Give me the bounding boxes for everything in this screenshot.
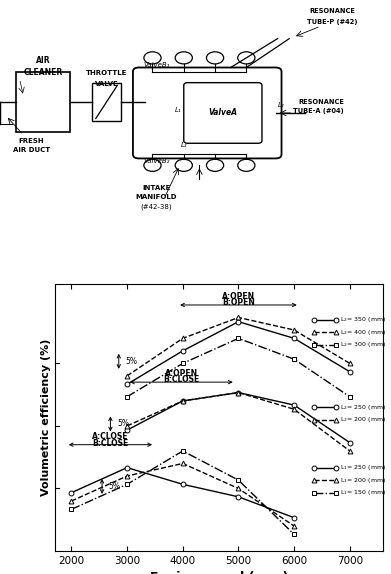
Text: VALVE: VALVE bbox=[95, 81, 118, 87]
Text: 5%: 5% bbox=[126, 357, 138, 366]
Text: A:CLOSE: A:CLOSE bbox=[92, 432, 129, 441]
Text: L$_1$= 200 (mm): L$_1$= 200 (mm) bbox=[340, 476, 386, 484]
Text: L$_2$= 250 (mm): L$_2$= 250 (mm) bbox=[340, 402, 386, 412]
Text: L$_1$= 150 (mm): L$_1$= 150 (mm) bbox=[340, 488, 386, 497]
Text: L$_2$= 400 (mm): L$_2$= 400 (mm) bbox=[340, 328, 386, 336]
Text: ValveB₂: ValveB₂ bbox=[143, 158, 170, 164]
Text: B:CLOSE: B:CLOSE bbox=[163, 375, 199, 384]
X-axis label: Engine speed (rpm): Engine speed (rpm) bbox=[150, 572, 288, 574]
Text: FRESH: FRESH bbox=[18, 138, 44, 144]
Text: B:CLOSE: B:CLOSE bbox=[92, 439, 129, 448]
Text: (#42-38): (#42-38) bbox=[141, 204, 172, 211]
Text: B:OPEN: B:OPEN bbox=[222, 298, 255, 307]
Text: RESONANCE: RESONANCE bbox=[298, 99, 344, 104]
Text: 5%: 5% bbox=[117, 420, 129, 428]
Text: THROTTLE: THROTTLE bbox=[86, 70, 127, 76]
Text: L₂: L₂ bbox=[278, 102, 285, 108]
Text: L$_2$= 350 (mm): L$_2$= 350 (mm) bbox=[340, 315, 386, 324]
Text: ValveB₁: ValveB₁ bbox=[143, 61, 170, 68]
Text: ValveA: ValveA bbox=[208, 108, 237, 118]
Text: AIR DUCT: AIR DUCT bbox=[13, 148, 50, 153]
Text: TUBE-P (#42): TUBE-P (#42) bbox=[307, 19, 358, 25]
Text: L₃: L₃ bbox=[181, 142, 187, 149]
Text: A:OPEN: A:OPEN bbox=[165, 369, 198, 378]
Text: L$_1$= 250 (mm): L$_1$= 250 (mm) bbox=[340, 463, 386, 472]
Text: L$_2$= 300 (mm): L$_2$= 300 (mm) bbox=[340, 340, 386, 349]
Text: TUBE-A (#04): TUBE-A (#04) bbox=[293, 108, 344, 114]
Y-axis label: Volumetric efficiency (%): Volumetric efficiency (%) bbox=[41, 339, 50, 497]
Bar bbox=[16, 72, 70, 132]
Text: INTAKE: INTAKE bbox=[142, 185, 170, 191]
Text: L$_2$= 200 (mm): L$_2$= 200 (mm) bbox=[340, 415, 386, 424]
Text: A:OPEN: A:OPEN bbox=[222, 292, 255, 301]
Text: CLEANER: CLEANER bbox=[23, 68, 63, 77]
FancyBboxPatch shape bbox=[133, 68, 282, 158]
Text: L₁: L₁ bbox=[175, 107, 181, 113]
Text: AIR: AIR bbox=[36, 56, 50, 65]
FancyBboxPatch shape bbox=[184, 83, 262, 144]
Text: 5%: 5% bbox=[109, 482, 121, 491]
Bar bbox=[92, 83, 121, 121]
Text: MANIFOLD: MANIFOLD bbox=[136, 194, 177, 200]
Text: RESONANCE: RESONANCE bbox=[309, 8, 355, 14]
